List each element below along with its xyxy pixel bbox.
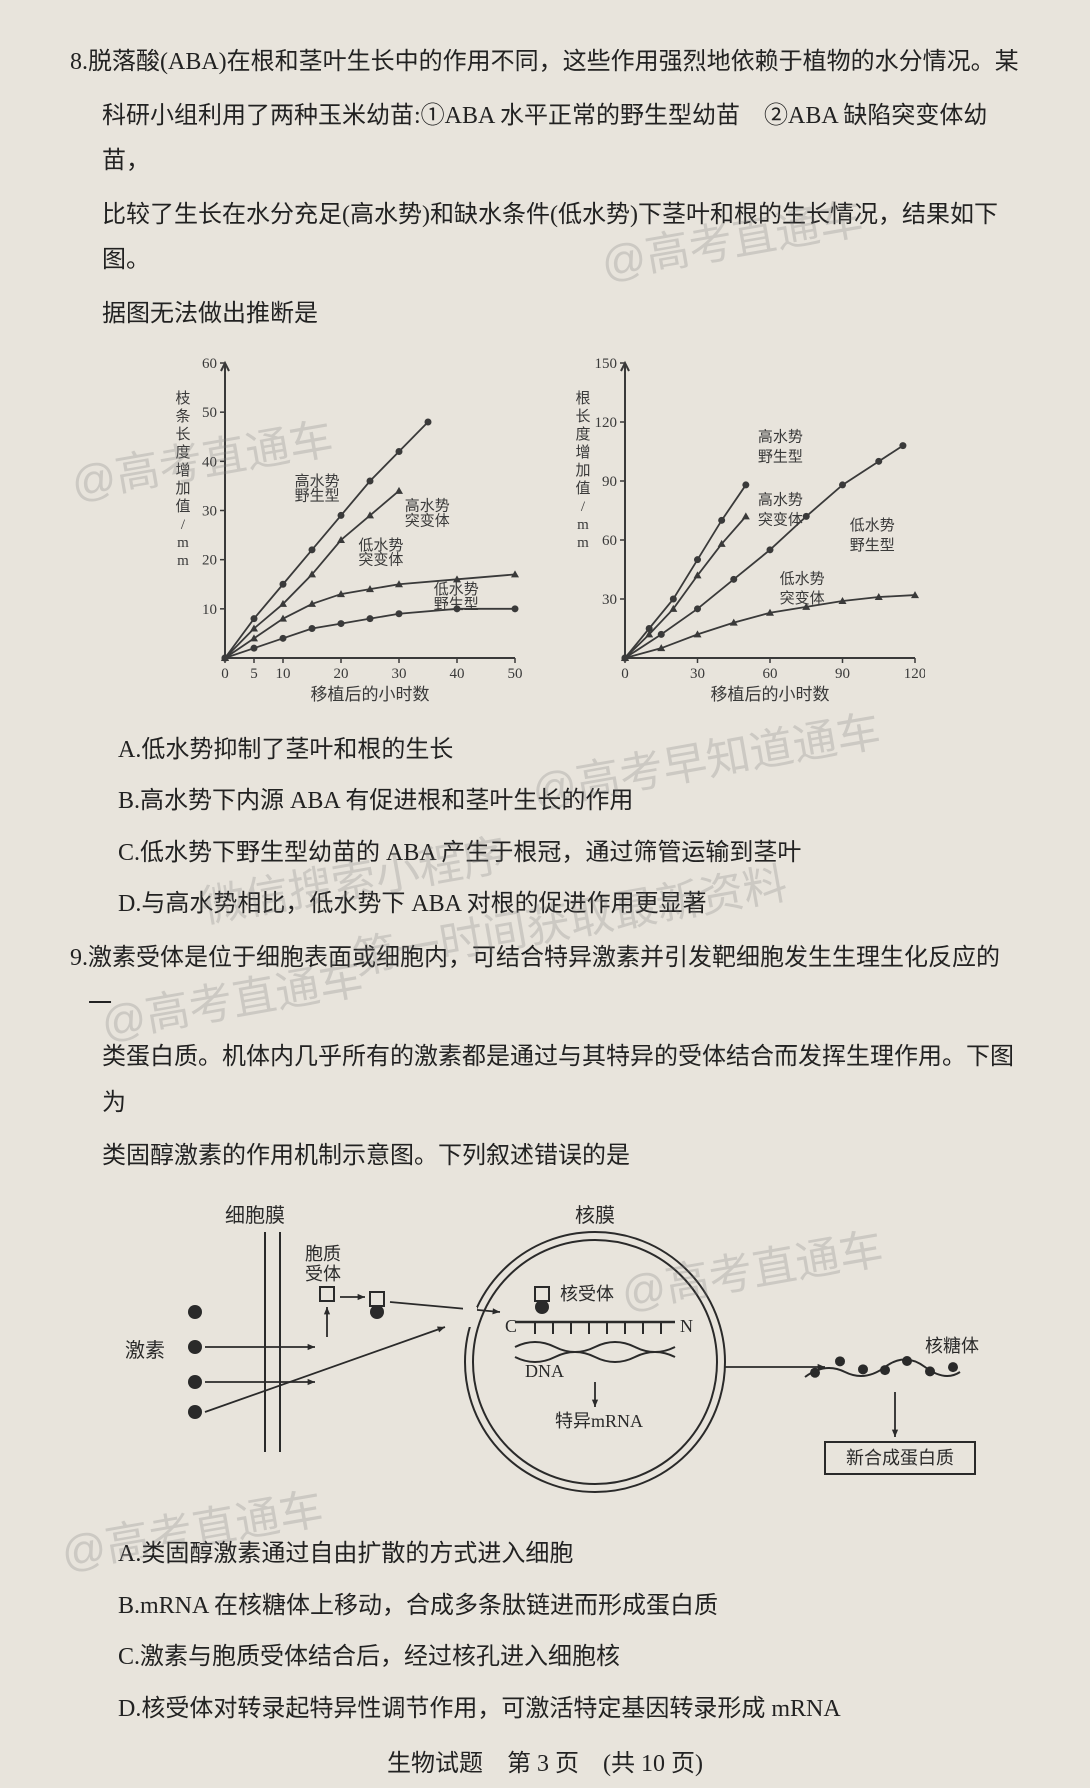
- q8-option-d: D.与高水势相比，低水势下 ABA 对根的促进作用更显著: [70, 882, 1020, 928]
- svg-text:增: 增: [575, 444, 590, 461]
- q8-option-c: C.低水势下野生型幼苗的 ABA 产生于根冠，通过筛管运输到茎叶: [70, 831, 1020, 877]
- svg-text:移植后的小时数: 移植后的小时数: [711, 685, 830, 704]
- q9-option-a: A.类固醇激素通过自由扩散的方式进入细胞: [70, 1532, 1020, 1578]
- svg-text:突变体: 突变体: [780, 589, 825, 606]
- svg-text:30: 30: [202, 503, 217, 519]
- svg-text:值: 值: [175, 498, 190, 515]
- q9-option-d: D.核受体对转录起特异性调节作用，可激活特定基因转录形成 mRNA: [70, 1687, 1020, 1733]
- svg-text:10: 10: [202, 601, 217, 617]
- svg-text:低水势: 低水势: [780, 570, 825, 587]
- svg-text:50: 50: [202, 405, 217, 421]
- svg-text:60: 60: [602, 533, 617, 549]
- svg-text:30: 30: [392, 666, 407, 682]
- charts-container: 102030405060051020304050枝条长度增加值/mm移植后的小时…: [70, 348, 1020, 708]
- svg-text:高水势: 高水势: [295, 472, 340, 489]
- svg-text:m: m: [177, 553, 189, 569]
- svg-text:m: m: [577, 535, 589, 551]
- q8-text: 8.脱落酸(ABA)在根和茎叶生长中的作用不同，这些作用强烈地依赖于植物的水分情…: [70, 40, 1020, 338]
- q8-line2: 科研小组利用了两种玉米幼苗:①ABA 水平正常的野生型幼苗 ②ABA 缺陷突变体…: [70, 94, 1020, 185]
- svg-text:/: /: [581, 499, 586, 515]
- svg-text:枝: 枝: [175, 390, 190, 407]
- svg-text:120: 120: [904, 666, 925, 682]
- root-length-chart: 30 60 90 120 150 0 30 60 90 120 根长度增加值 / mm 移植后的小时数 高水…: [565, 348, 925, 708]
- svg-text:40: 40: [450, 666, 465, 682]
- svg-text:度: 度: [575, 426, 590, 443]
- svg-text:根: 根: [575, 390, 590, 407]
- svg-text:30: 30: [602, 592, 617, 608]
- q8-option-a: A.低水势抑制了茎叶和根的生长: [70, 728, 1020, 774]
- svg-text:0: 0: [621, 666, 629, 682]
- svg-text:加: 加: [175, 480, 190, 497]
- q9-line1: 9.激素受体是位于细胞表面或细胞内，可结合特异激素并引发靶细胞发生生理生化反应的…: [70, 936, 1020, 1027]
- svg-text:高水势: 高水势: [758, 491, 803, 508]
- svg-text:m: m: [577, 517, 589, 533]
- svg-text:野生型: 野生型: [758, 448, 803, 465]
- svg-text:野生型: 野生型: [850, 536, 895, 553]
- svg-text:突变体: 突变体: [405, 512, 450, 529]
- q8-line3: 比较了生长在水分充足(高水势)和缺水条件(低水势)下茎叶和根的生长情况，结果如下…: [70, 193, 1020, 284]
- page-footer: 生物试题 第 3 页 (共 10 页): [70, 1742, 1020, 1788]
- q9-option-b: B.mRNA 在核糖体上移动，合成多条肽链进而形成蛋白质: [70, 1584, 1020, 1630]
- svg-text:细胞膜: 细胞膜: [225, 1204, 285, 1227]
- svg-text:低水势: 低水势: [434, 581, 479, 598]
- svg-text:N: N: [680, 1316, 693, 1336]
- svg-text:核膜: 核膜: [575, 1204, 615, 1227]
- q9-line3: 类固醇激素的作用机制示意图。下列叙述错误的是: [70, 1134, 1020, 1180]
- svg-text:m: m: [177, 535, 189, 551]
- svg-text:核糖体: 核糖体: [925, 1336, 979, 1356]
- q9-option-c: C.激素与胞质受体结合后，经过核孔进入细胞核: [70, 1635, 1020, 1681]
- svg-text:10: 10: [276, 666, 291, 682]
- svg-text:长: 长: [575, 408, 590, 425]
- svg-text:C: C: [505, 1316, 517, 1336]
- svg-text:0: 0: [221, 666, 229, 682]
- svg-text:30: 30: [690, 666, 705, 682]
- q9-line2: 类蛋白质。机体内几乎所有的激素都是通过与其特异的受体结合而发挥生理作用。下图为: [70, 1035, 1020, 1126]
- svg-text:增: 增: [175, 462, 190, 479]
- svg-text:条: 条: [175, 408, 190, 425]
- svg-text:40: 40: [202, 454, 217, 470]
- svg-text:低水势: 低水势: [358, 536, 403, 553]
- svg-text:90: 90: [835, 666, 850, 682]
- svg-text:胞质: 胞质: [305, 1244, 341, 1264]
- svg-text:突变体: 突变体: [358, 551, 403, 568]
- svg-text:激素: 激素: [125, 1339, 165, 1362]
- svg-text:50: 50: [508, 666, 523, 682]
- svg-text:60: 60: [202, 356, 217, 372]
- svg-text:DNA: DNA: [525, 1361, 564, 1381]
- svg-text:长: 长: [175, 426, 190, 443]
- svg-text:受体: 受体: [305, 1264, 341, 1284]
- svg-text:野生型: 野生型: [434, 595, 479, 612]
- q8-option-b: B.高水势下内源 ABA 有促进根和茎叶生长的作用: [70, 779, 1020, 825]
- svg-text:值: 值: [575, 480, 590, 497]
- svg-text:新合成蛋白质: 新合成蛋白质: [846, 1448, 954, 1468]
- svg-text:核受体: 核受体: [560, 1284, 614, 1304]
- svg-text:高水势: 高水势: [405, 497, 450, 514]
- svg-text:5: 5: [250, 666, 258, 682]
- svg-text:90: 90: [602, 474, 617, 490]
- shoot-length-chart: 10 20 30 40 50 60 0 5 10 20 30 40 50 枝条长度增加值 / mm 移植后的小时…: [165, 348, 525, 708]
- mechanism-diagram-container: 细胞膜激素 胞质受体 核膜核受体 C N DNA 特异mRNA 核糖体新合成蛋白质: [70, 1192, 1020, 1512]
- svg-text:高水势: 高水势: [758, 428, 803, 445]
- svg-text:20: 20: [202, 552, 217, 568]
- svg-text:/: /: [181, 517, 186, 533]
- q9-text: 9.激素受体是位于细胞表面或细胞内，可结合特异激素并引发靶细胞发生生理生化反应的…: [70, 936, 1020, 1180]
- q8-line1: 8.脱落酸(ABA)在根和茎叶生长中的作用不同，这些作用强烈地依赖于植物的水分情…: [70, 40, 1020, 86]
- svg-text:野生型: 野生型: [295, 487, 340, 504]
- svg-text:低水势: 低水势: [850, 517, 895, 534]
- steroid-hormone-diagram: 细胞膜激素 胞质受体 核膜核受体 C N DNA 特异mRNA 核糖体新合成蛋白质: [105, 1192, 985, 1512]
- svg-text:移植后的小时数: 移植后的小时数: [311, 685, 430, 704]
- svg-text:度: 度: [175, 444, 190, 461]
- svg-text:150: 150: [595, 356, 618, 372]
- svg-text:60: 60: [763, 666, 778, 682]
- svg-text:120: 120: [595, 415, 618, 431]
- svg-text:20: 20: [334, 666, 349, 682]
- svg-text:加: 加: [575, 462, 590, 479]
- svg-text:特异mRNA: 特异mRNA: [555, 1411, 643, 1431]
- q8-line4: 据图无法做出推断是: [70, 292, 1020, 338]
- svg-text:突变体: 突变体: [758, 511, 803, 528]
